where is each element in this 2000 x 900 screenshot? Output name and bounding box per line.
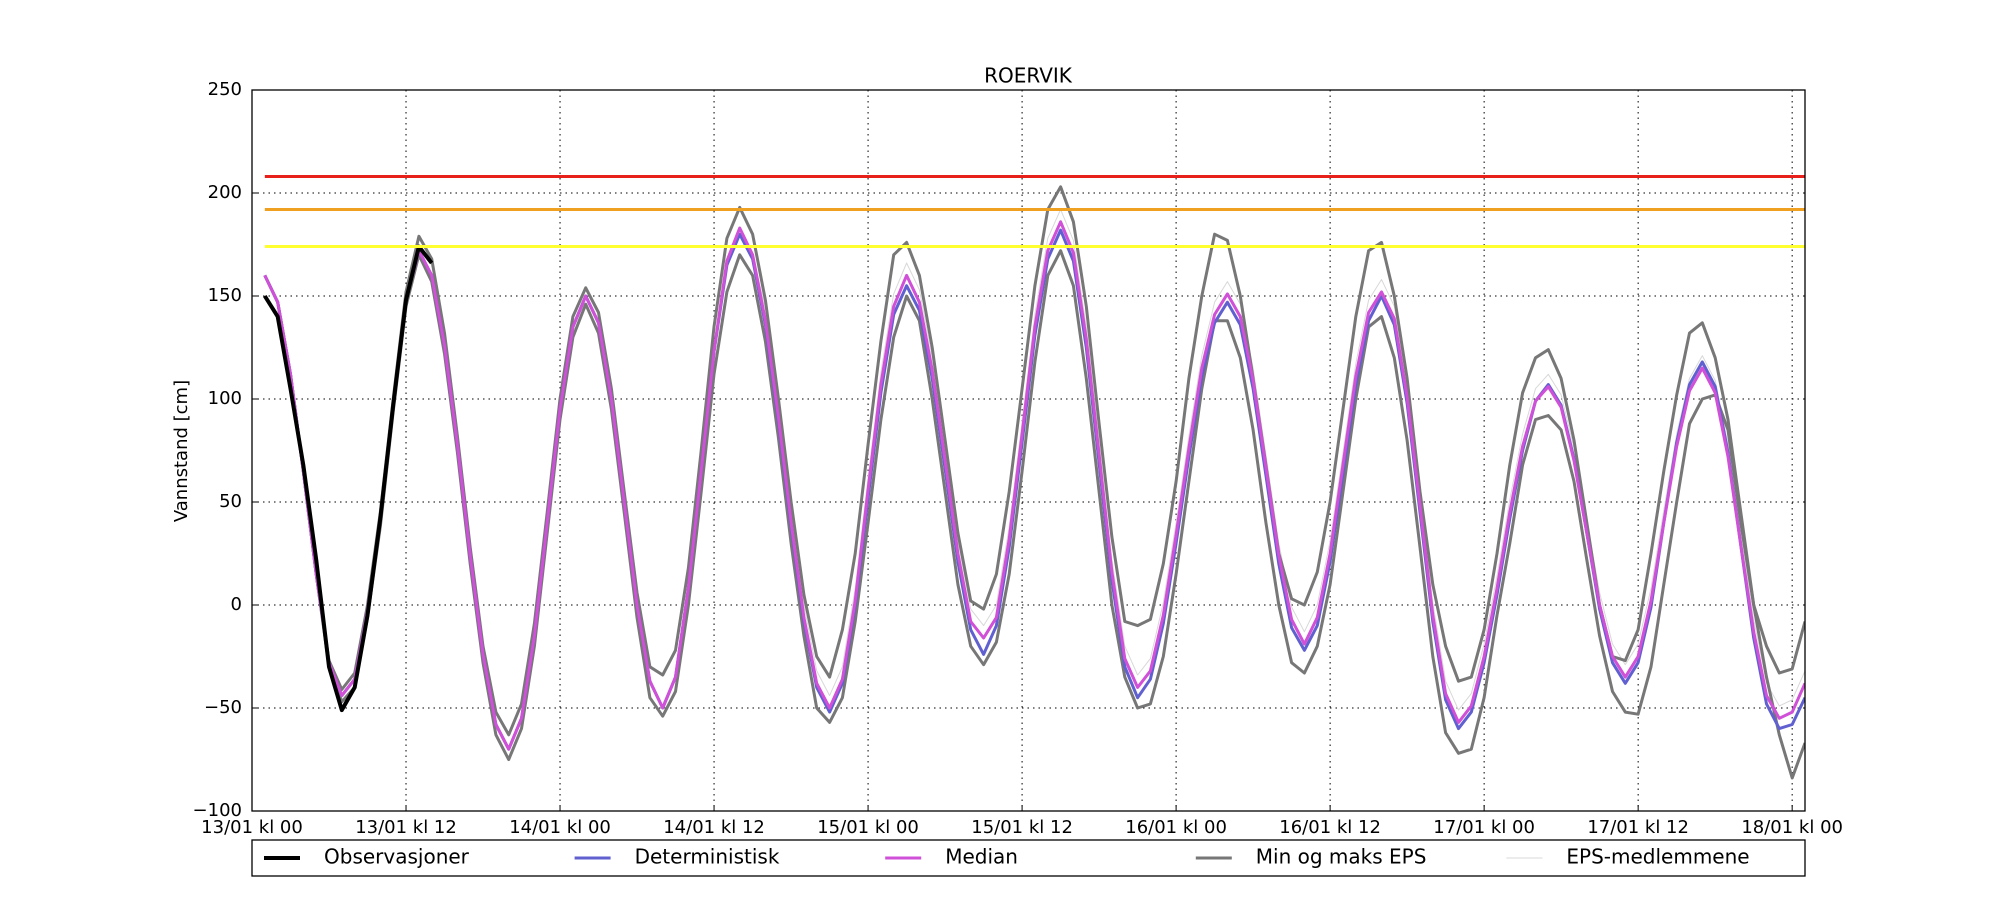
series-line bbox=[263, 185, 1805, 737]
legend-label: Median bbox=[945, 845, 1018, 869]
y-tick-label: 100 bbox=[208, 388, 242, 409]
legend-label: Min og maks EPS bbox=[1256, 845, 1427, 869]
x-tick-label: 17/01 kl 12 bbox=[1587, 817, 1689, 838]
x-tick-label: 14/01 kl 12 bbox=[663, 817, 765, 838]
legend: Observasjoner Deterministisk Median Min og … bbox=[251, 839, 1806, 877]
series-line bbox=[263, 249, 1805, 780]
legend-frame bbox=[251, 839, 1806, 877]
y-tick-label: 50 bbox=[219, 491, 242, 512]
y-tick-label: −50 bbox=[204, 697, 242, 718]
legend-label: EPS-medlemmene bbox=[1566, 845, 1749, 869]
legend-label: Observasjoner bbox=[324, 845, 470, 869]
x-tick-label: 17/01 kl 00 bbox=[1433, 817, 1535, 838]
x-tick-label: 16/01 kl 12 bbox=[1279, 817, 1381, 838]
x-tick-label: 13/01 kl 00 bbox=[201, 817, 303, 838]
y-tick-label: 0 bbox=[231, 594, 242, 615]
x-tick-label: 15/01 kl 12 bbox=[971, 817, 1073, 838]
y-tick-label: −100 bbox=[193, 800, 242, 821]
y-tick-label: 250 bbox=[208, 79, 242, 100]
x-tick-label: 16/01 kl 00 bbox=[1125, 817, 1227, 838]
y-axis-label: Vannstand [cm] bbox=[171, 380, 192, 522]
legend-label: Deterministisk bbox=[635, 845, 780, 869]
plot-frame bbox=[251, 89, 1806, 812]
y-tick-label: 150 bbox=[208, 285, 242, 306]
x-tick-label: 14/01 kl 00 bbox=[509, 817, 611, 838]
x-tick-label: 18/01 kl 00 bbox=[1741, 817, 1843, 838]
x-tick-label: 15/01 kl 00 bbox=[817, 817, 919, 838]
y-tick-label: 200 bbox=[208, 182, 242, 203]
series-line bbox=[263, 244, 434, 713]
x-tick-label: 13/01 kl 12 bbox=[355, 817, 457, 838]
series-line bbox=[263, 220, 1805, 751]
chart-title: ROERVIK bbox=[984, 64, 1073, 88]
